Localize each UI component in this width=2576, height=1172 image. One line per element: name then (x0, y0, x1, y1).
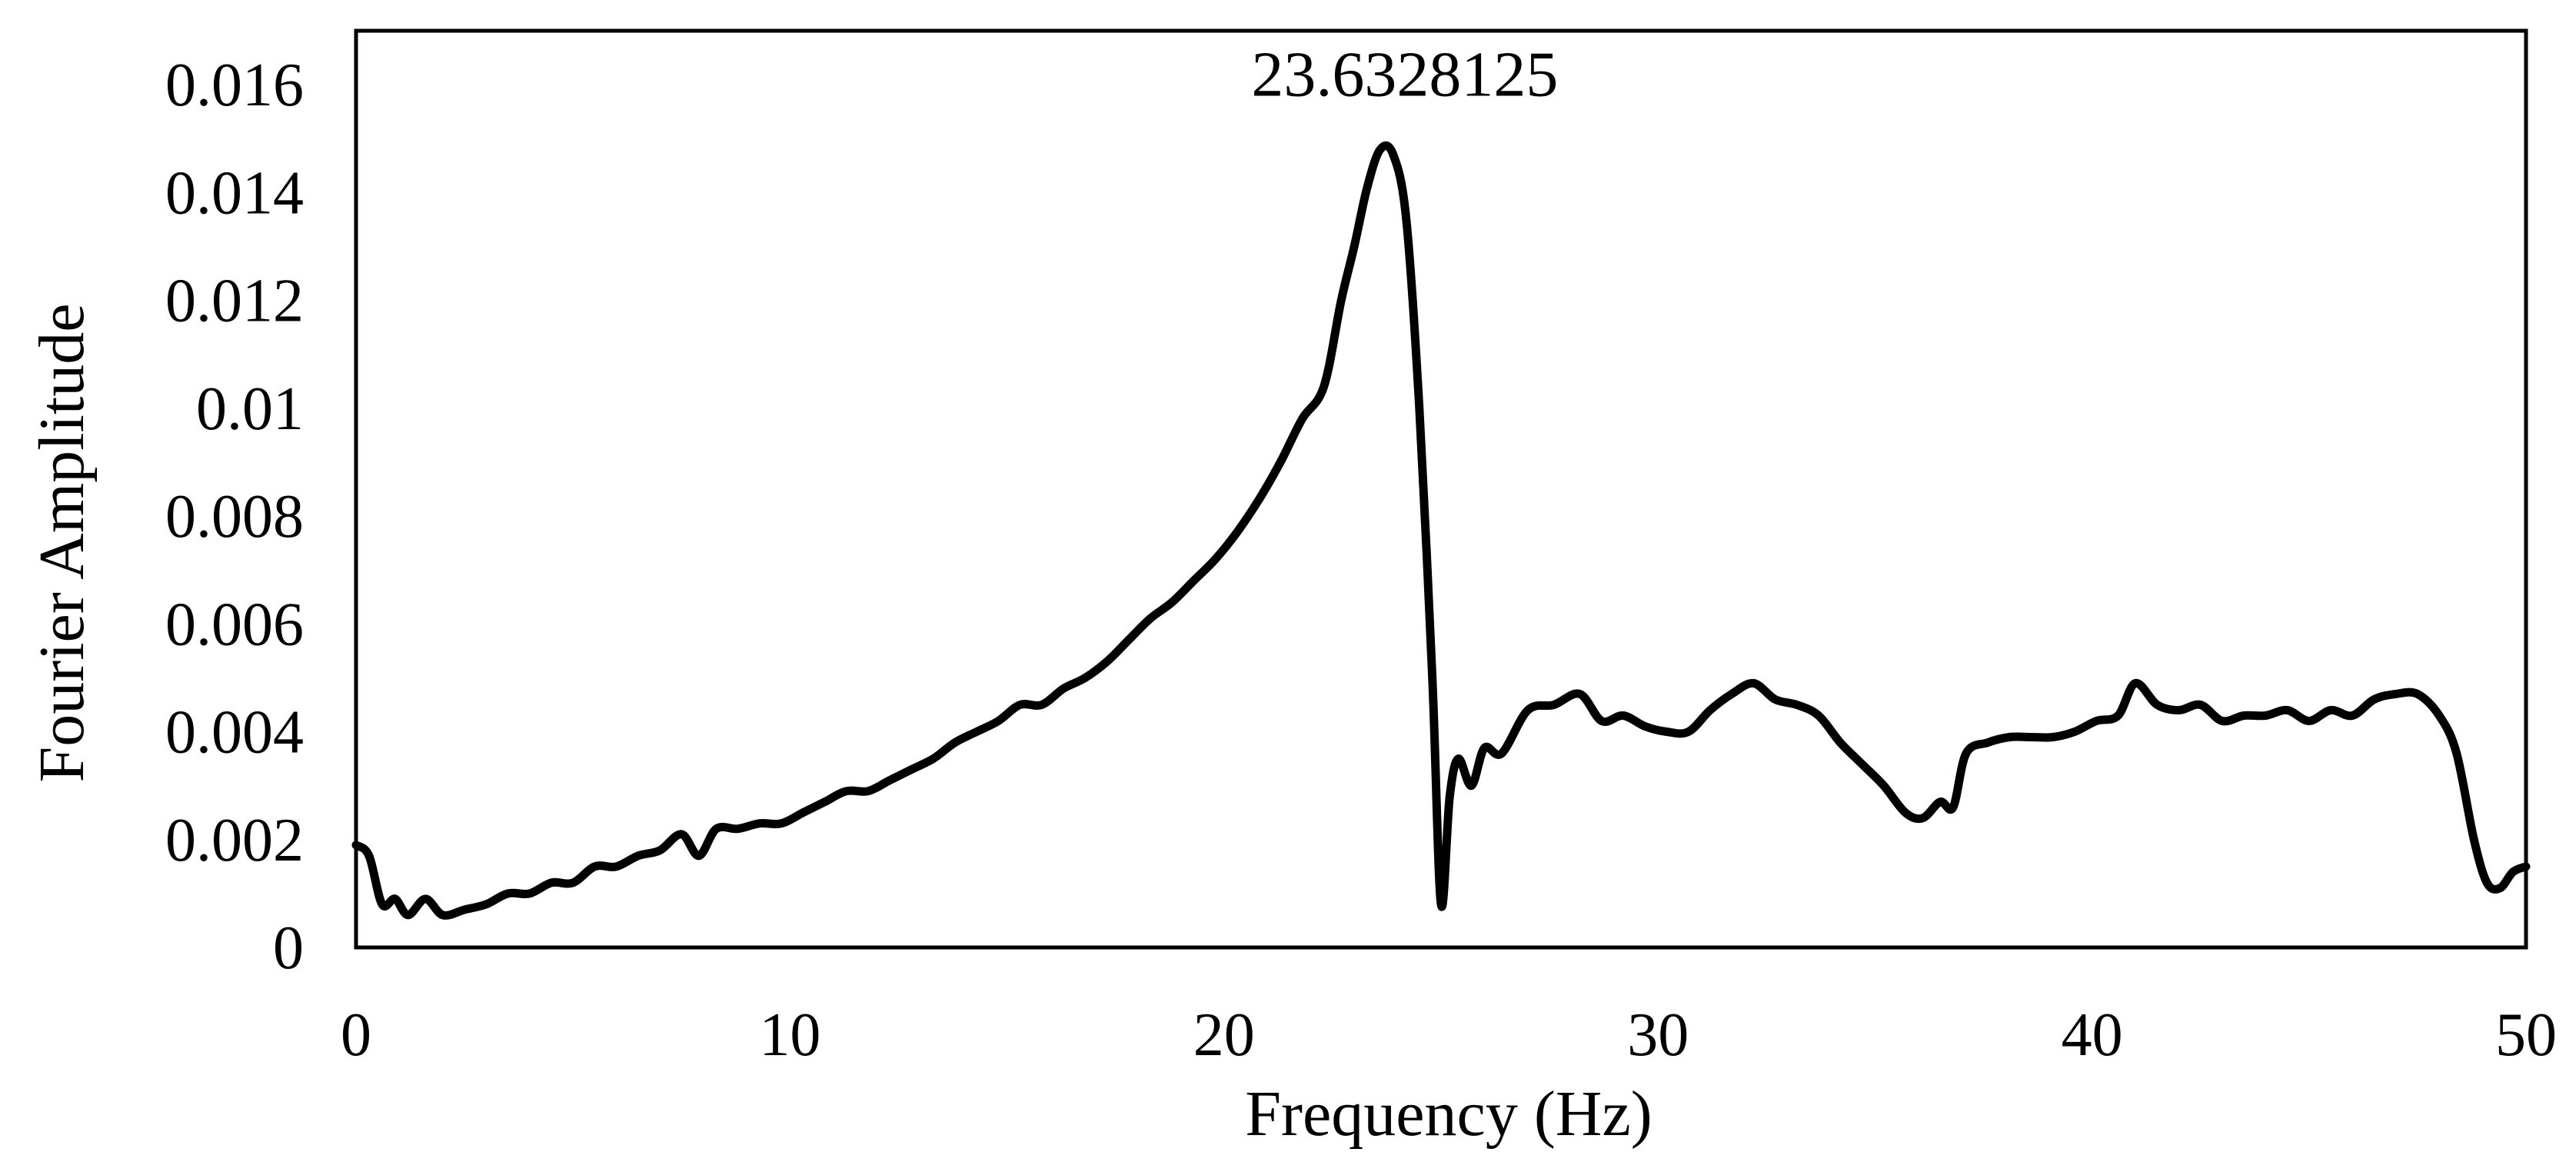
x-axis-ticks: 0 10 20 30 40 50 (341, 1001, 2557, 1069)
y-axis-title: Fourier Amplitude (26, 304, 98, 783)
series-line (351, 141, 2531, 920)
y-tick-label: 0.014 (165, 159, 304, 227)
x-tick-label: 20 (1193, 1001, 1255, 1069)
x-tick-label: 50 (2495, 1001, 2557, 1069)
y-tick-label: 0.006 (165, 591, 304, 658)
x-tick-label: 40 (2062, 1001, 2123, 1069)
y-tick-label: 0.002 (165, 807, 304, 874)
y-axis-ticks: 0 0.002 0.004 0.006 0.008 0.01 0.012 0.014 0.016 (165, 52, 304, 982)
y-tick-label: 0.008 (165, 483, 304, 551)
y-tick-label: 0.012 (165, 268, 304, 335)
y-tick-label: 0.004 (165, 699, 304, 767)
y-tick-label: 0 (273, 914, 304, 982)
x-tick-label: 0 (341, 1001, 371, 1069)
x-tick-label: 10 (759, 1001, 820, 1069)
y-tick-label: 0.016 (165, 52, 304, 119)
plot-area-frame (354, 28, 2528, 950)
peak-annotation: 23.6328125 (1251, 38, 1558, 110)
x-axis-title: Frequency (Hz) (1245, 1078, 1652, 1150)
y-tick-label: 0.01 (196, 375, 304, 443)
x-tick-label: 30 (1627, 1001, 1689, 1069)
